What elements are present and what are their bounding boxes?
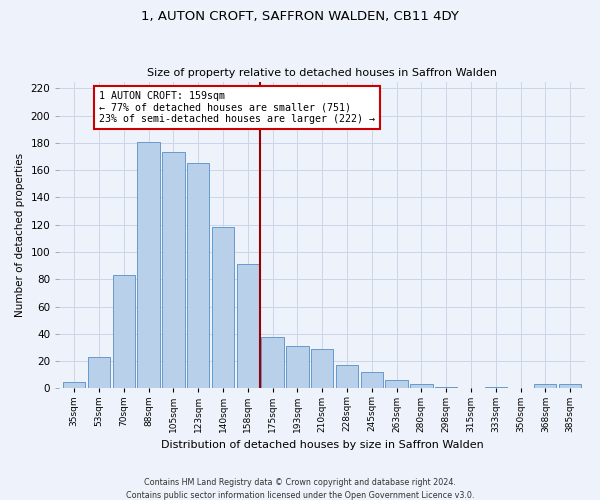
Bar [336, 365, 358, 388]
Bar [559, 384, 581, 388]
Text: 1, AUTON CROFT, SAFFRON WALDEN, CB11 4DY: 1, AUTON CROFT, SAFFRON WALDEN, CB11 4DY [141, 10, 459, 23]
Bar [236, 264, 259, 388]
Bar [162, 152, 185, 388]
Bar [262, 336, 284, 388]
Bar [113, 275, 135, 388]
Bar [212, 228, 234, 388]
Bar [63, 382, 85, 388]
Text: 1 AUTON CROFT: 159sqm
← 77% of detached houses are smaller (751)
23% of semi-det: 1 AUTON CROFT: 159sqm ← 77% of detached … [99, 91, 375, 124]
X-axis label: Distribution of detached houses by size in Saffron Walden: Distribution of detached houses by size … [161, 440, 484, 450]
Y-axis label: Number of detached properties: Number of detached properties [15, 153, 25, 317]
Bar [385, 380, 408, 388]
Bar [534, 384, 556, 388]
Bar [485, 387, 507, 388]
Bar [88, 357, 110, 388]
Bar [410, 384, 433, 388]
Title: Size of property relative to detached houses in Saffron Walden: Size of property relative to detached ho… [147, 68, 497, 78]
Bar [435, 387, 457, 388]
Text: Contains HM Land Registry data © Crown copyright and database right 2024.
Contai: Contains HM Land Registry data © Crown c… [126, 478, 474, 500]
Bar [286, 346, 308, 389]
Bar [311, 349, 334, 389]
Bar [187, 164, 209, 388]
Bar [137, 142, 160, 388]
Bar [361, 372, 383, 388]
